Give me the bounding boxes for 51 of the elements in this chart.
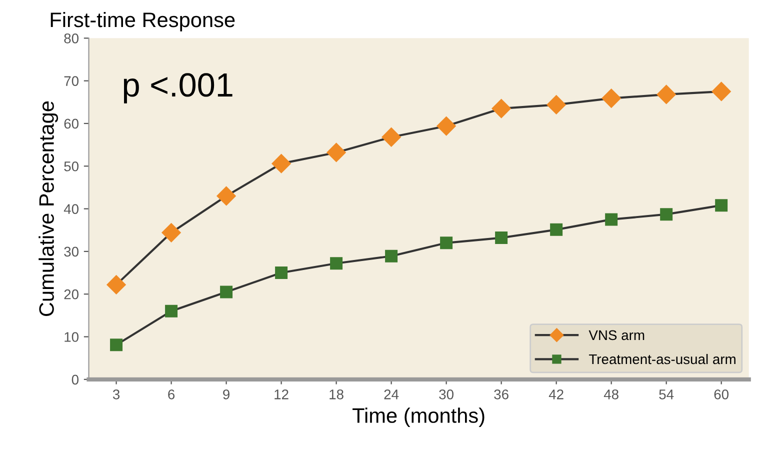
x-tick-label: 60 — [714, 389, 729, 400]
point — [495, 232, 508, 244]
legend-label: Treatment-as-usual arm — [588, 354, 736, 364]
point — [715, 199, 728, 212]
y-axis-title: Cumulative Percentage — [38, 101, 58, 316]
legend-label: VNS arm — [588, 330, 644, 340]
point — [602, 88, 621, 108]
y-tick-label: 40 — [64, 204, 79, 214]
y-tick-label: 60 — [64, 118, 79, 129]
x-tick-label: 9 — [223, 389, 230, 400]
point — [382, 128, 401, 147]
x-tick-label: 6 — [168, 389, 175, 400]
point — [165, 304, 178, 318]
point — [162, 223, 181, 242]
y-tick-label: 70 — [64, 76, 79, 86]
point — [220, 286, 233, 298]
x-tick-label: 36 — [494, 389, 508, 400]
point — [216, 186, 236, 206]
annotation: p <.001 — [124, 73, 232, 104]
x-tick-label: 42 — [548, 389, 564, 400]
point — [492, 99, 511, 118]
x-tick-label: 18 — [330, 389, 344, 400]
y-tick-label: 0 — [72, 374, 79, 385]
x-tick-label: 48 — [604, 389, 618, 400]
y-tick-label: 20 — [64, 289, 79, 300]
point — [385, 250, 398, 262]
point — [326, 142, 346, 162]
y-tick-label: 10 — [64, 332, 79, 342]
x-tick-label: 3 — [112, 389, 120, 400]
point — [436, 116, 456, 136]
point — [275, 266, 288, 280]
point — [712, 82, 731, 102]
y-tick-label: 80 — [64, 34, 79, 44]
point — [330, 257, 343, 270]
y-tick-label: 50 — [64, 161, 79, 172]
x-tick-label: 24 — [384, 389, 399, 400]
point — [106, 275, 126, 294]
point — [110, 338, 123, 352]
chart-title: First-time Response — [50, 12, 235, 32]
point — [546, 95, 566, 114]
point — [272, 154, 291, 174]
point — [550, 223, 563, 236]
point — [440, 236, 453, 250]
x-tick-label: 30 — [439, 389, 454, 400]
x-axis-title: Time (months) — [352, 408, 484, 428]
y-tick-label: 30 — [64, 246, 79, 257]
point — [605, 213, 618, 226]
point — [660, 208, 673, 221]
x-tick-label: 54 — [659, 390, 674, 400]
x-tick-label: 12 — [274, 389, 288, 400]
point — [656, 84, 676, 104]
